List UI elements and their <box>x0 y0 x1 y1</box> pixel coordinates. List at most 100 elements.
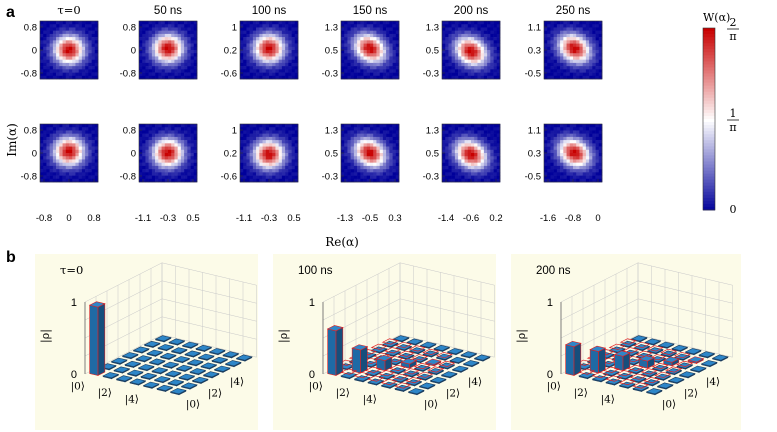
wigner-cell <box>483 169 488 173</box>
wigner-cell <box>392 178 397 183</box>
bar-top <box>164 370 182 377</box>
wigner-cell <box>65 37 70 41</box>
wigner-cell <box>145 146 149 151</box>
wigner-cell <box>569 165 574 170</box>
wigner-cell <box>445 69 449 73</box>
wigner-cell <box>246 146 250 151</box>
wigner-cell <box>553 159 558 163</box>
wigner-cell <box>598 136 603 141</box>
wigner-cell <box>174 178 178 183</box>
colorbar-segment <box>703 91 715 96</box>
wigner-cell <box>389 159 393 163</box>
wigner-cell <box>350 27 355 31</box>
wigner-cell <box>43 130 47 134</box>
wigner-cell <box>370 133 374 138</box>
wigner-cell <box>451 62 456 67</box>
wigner-cell <box>65 75 70 80</box>
colorbar-segment <box>703 188 715 193</box>
wigner-cell <box>139 37 143 41</box>
wigner-cell <box>480 69 485 73</box>
z-axis-label: |ρ| <box>39 329 53 343</box>
wigner-cell <box>164 124 169 128</box>
wigner-cell <box>281 43 286 48</box>
ideal-outline <box>438 360 456 367</box>
wigner-cell <box>563 124 567 128</box>
bar-top <box>416 373 434 380</box>
wigner-cell <box>40 21 44 25</box>
wigner-cell <box>344 37 348 41</box>
wigner-cell <box>256 27 260 31</box>
wigner-cell <box>85 53 89 57</box>
ideal-outline <box>378 370 396 377</box>
wigner-cell <box>598 169 603 173</box>
wigner-cell <box>180 43 185 48</box>
wigner-cell <box>547 72 551 77</box>
wigner-cell <box>458 40 462 44</box>
wigner-cell <box>291 66 296 70</box>
wigner-cell <box>281 56 286 60</box>
wigner-cell <box>370 178 374 183</box>
wigner-cell <box>142 24 146 28</box>
wigner-cell <box>139 75 143 80</box>
wigner-cell <box>52 40 57 44</box>
wigner-cell <box>386 159 390 163</box>
wigner-cell <box>379 21 384 25</box>
wigner-cell <box>272 149 276 154</box>
wigner-cell <box>75 66 79 70</box>
wigner-cell <box>487 172 491 176</box>
density-bar <box>340 368 358 380</box>
wigner-cell <box>174 146 178 151</box>
wigner-cell <box>252 46 257 51</box>
wigner-cell <box>281 127 286 131</box>
wigner-cell <box>72 146 76 151</box>
wigner-cell <box>579 133 583 138</box>
wigner-cell <box>262 178 267 183</box>
wigner-cell <box>168 156 172 160</box>
wigner-cell <box>75 53 79 57</box>
wigner-cell <box>487 130 491 134</box>
wigner-cell <box>184 72 188 77</box>
wigner-cell <box>148 46 153 51</box>
wigner-cell <box>285 175 289 180</box>
wigner-cell <box>347 149 351 154</box>
wigner-cell <box>582 172 587 176</box>
wigner-cell <box>85 178 89 183</box>
wigner-cell <box>168 165 172 170</box>
wigner-cell <box>174 21 178 25</box>
wigner-cell <box>550 72 554 77</box>
wigner-cell <box>389 50 393 54</box>
wigner-cell <box>480 127 485 131</box>
wigner-cell <box>480 175 485 180</box>
wigner-cell <box>240 130 244 134</box>
colorbar-segment <box>703 200 715 205</box>
wigner-cell <box>569 124 574 128</box>
wigner-cell <box>573 56 577 60</box>
wigner-cell <box>360 62 364 67</box>
wigner-cell <box>49 21 54 25</box>
wigner-cell <box>171 146 175 151</box>
wigner-cell <box>184 66 188 70</box>
wigner-cell <box>553 46 558 51</box>
ideal-outline <box>676 360 694 367</box>
wigner-cell <box>454 27 459 31</box>
wigner-cell <box>52 172 57 176</box>
wigner-cell <box>464 162 469 167</box>
wigner-cell <box>461 50 465 54</box>
wigner-cell <box>161 130 166 134</box>
wigner-cell <box>168 46 172 51</box>
wigner-cell <box>43 37 47 41</box>
wigner-cell <box>376 56 380 60</box>
wigner-cell <box>193 124 198 128</box>
bar-top <box>235 354 253 361</box>
wigner-cell <box>376 59 380 64</box>
wigner-cell <box>184 165 188 170</box>
wigner-cell <box>81 136 86 141</box>
wigner-cell <box>493 153 498 157</box>
wigner-cell <box>353 178 358 183</box>
wigner-cell <box>448 156 452 160</box>
wigner-cell <box>62 165 67 170</box>
wigner-cell <box>373 33 377 38</box>
wigner-cell <box>493 59 498 64</box>
wigner-cell <box>190 130 195 134</box>
wigner-cell <box>493 165 498 170</box>
